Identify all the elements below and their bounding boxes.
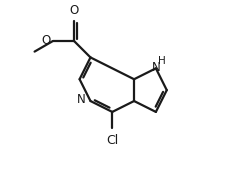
Text: N: N [77,93,86,106]
Text: Cl: Cl [106,134,118,147]
Text: N: N [151,61,160,74]
Text: O: O [41,34,50,47]
Text: H: H [158,56,166,66]
Text: O: O [70,4,79,17]
